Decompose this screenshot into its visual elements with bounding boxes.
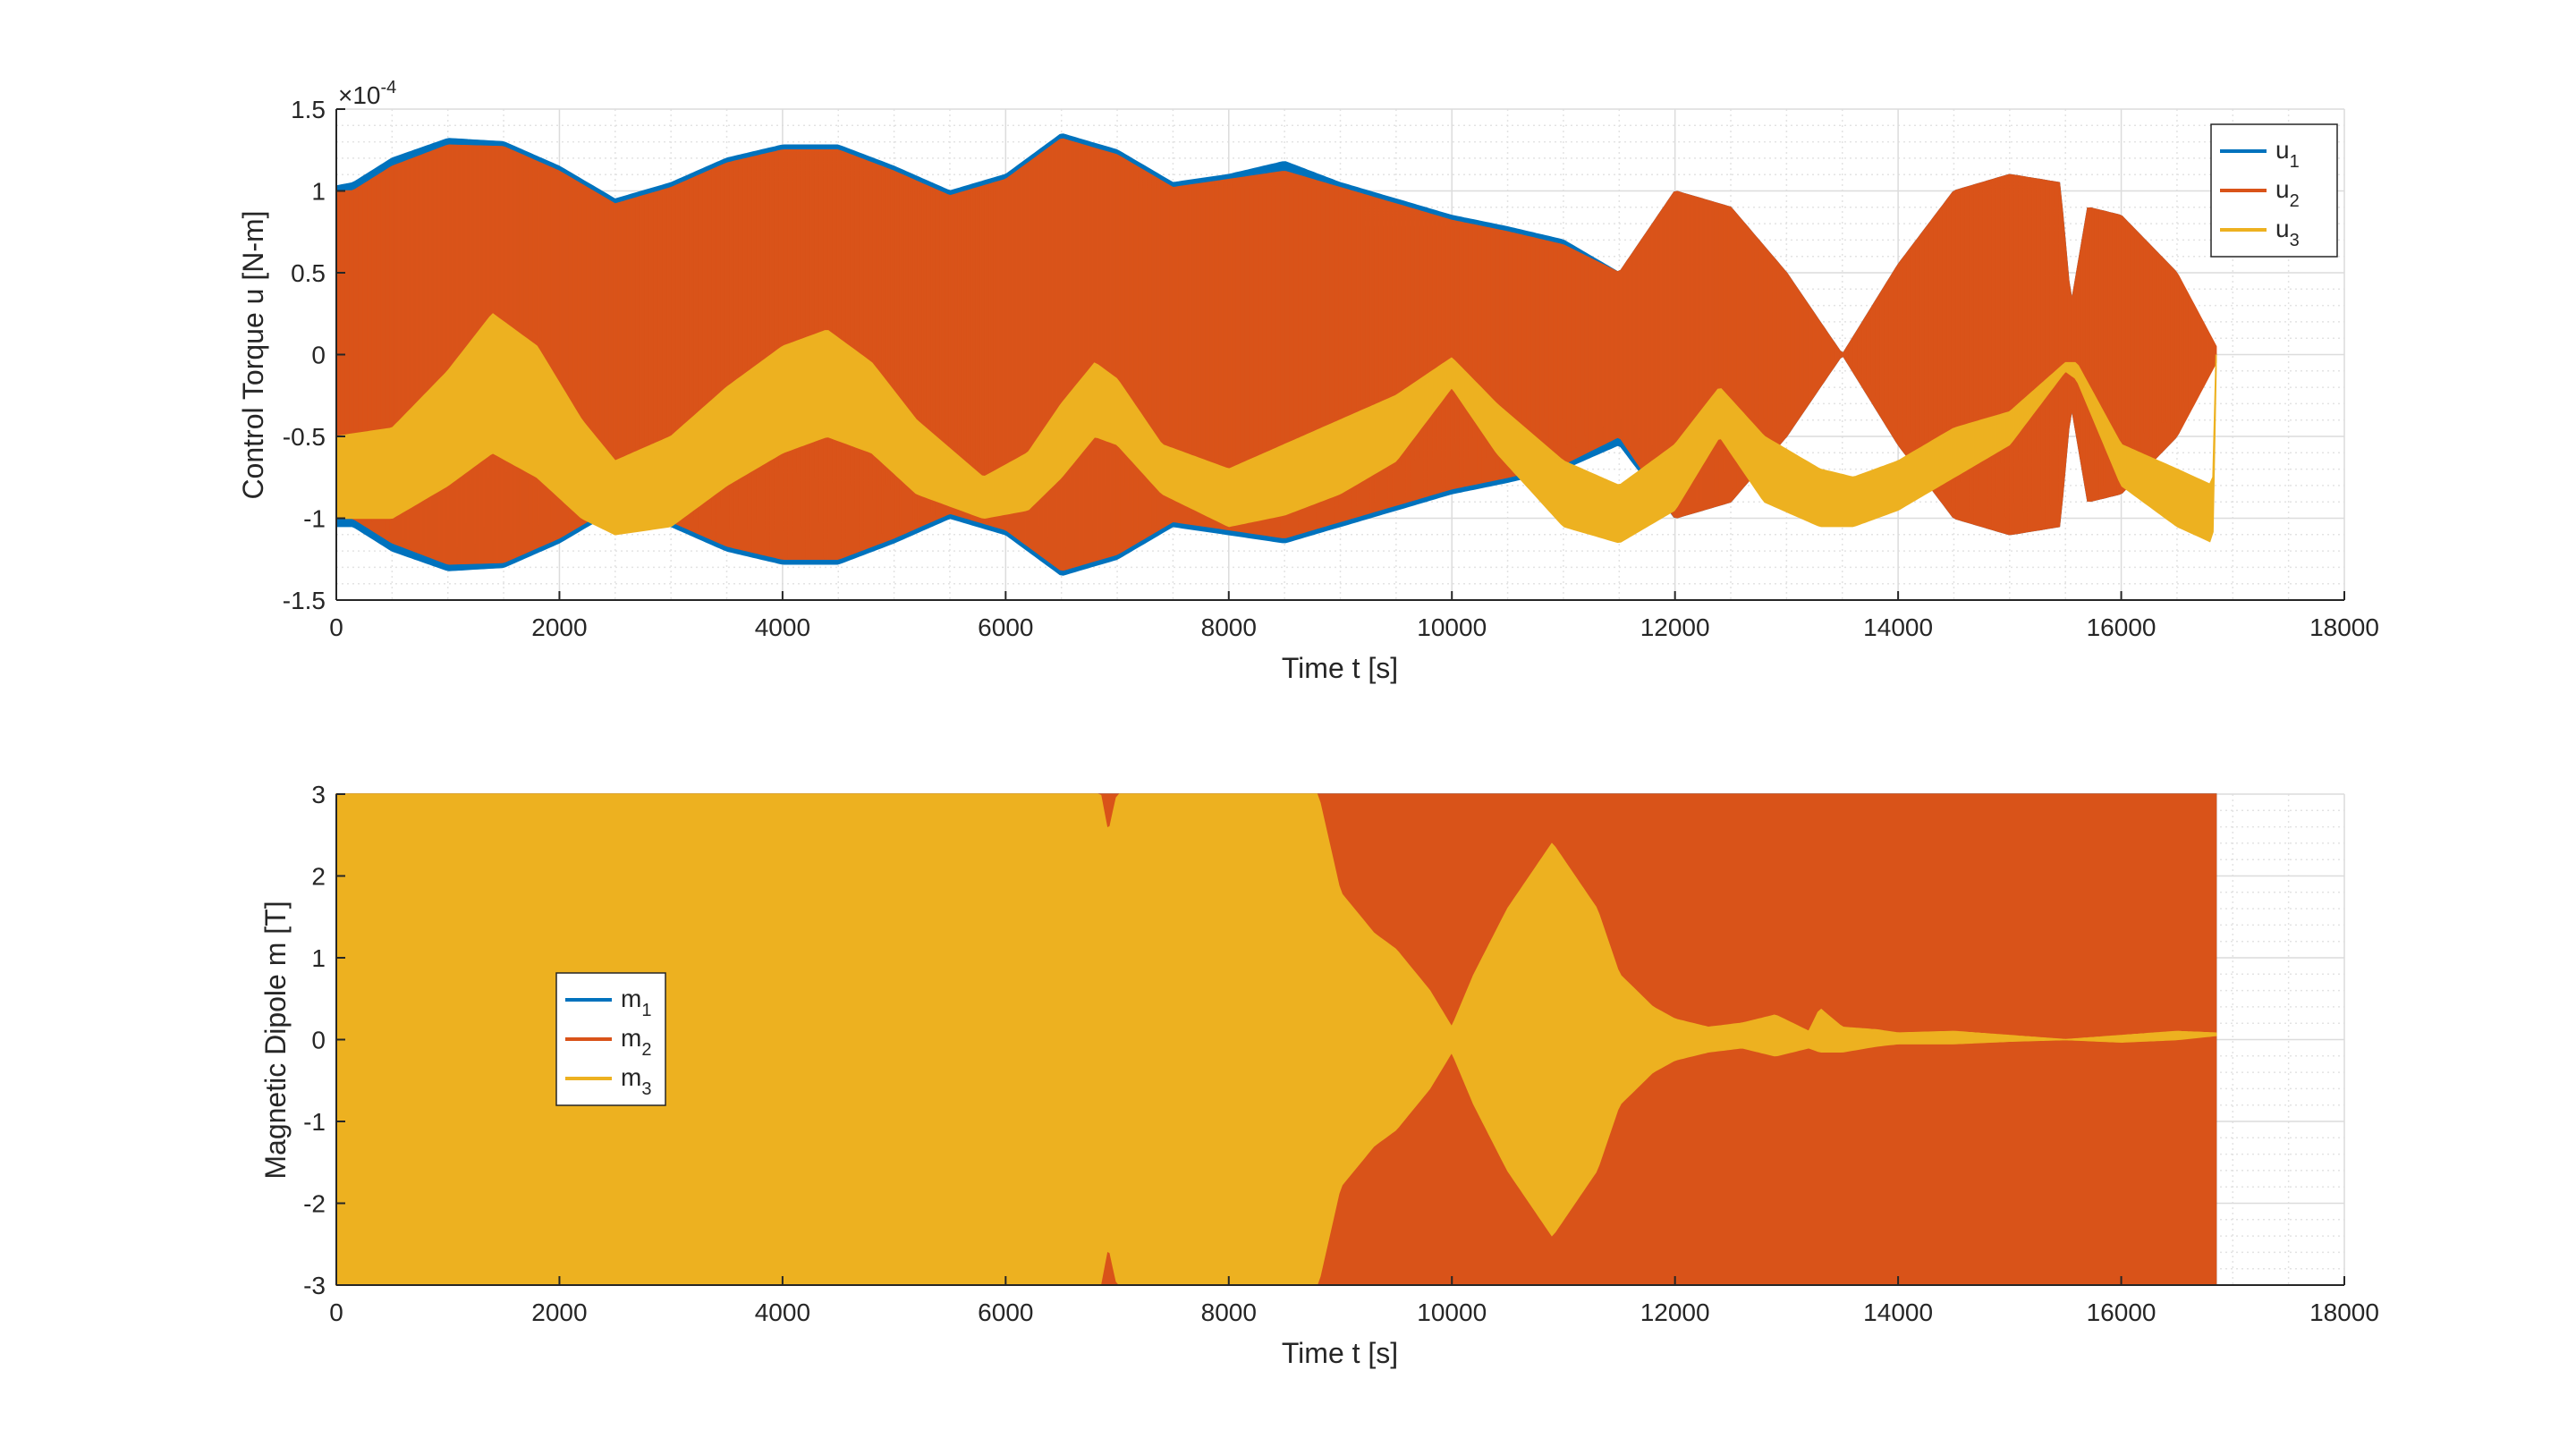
legend-label: m2	[621, 1024, 651, 1060]
y-tick-label: -1	[303, 1108, 326, 1136]
legend-item-u3: u3	[2220, 215, 2300, 250]
legend-label-name: m	[621, 1024, 641, 1052]
control-torque-xlabel: Time t [s]	[1282, 652, 1398, 684]
y-tick-label: 0	[311, 1027, 326, 1054]
y-tick-label: -0.5	[283, 423, 326, 451]
y-tick-label: 1	[311, 944, 326, 972]
y-tick-label: 0	[311, 342, 326, 369]
legend-label-name: m	[621, 1063, 641, 1091]
legend-label-name: u	[2275, 136, 2290, 164]
legend-label: m1	[621, 985, 651, 1020]
y-tick-label: -2	[303, 1190, 326, 1218]
x-tick-label: 16000	[2087, 613, 2157, 641]
legend-label-subscript: 3	[2290, 231, 2300, 250]
x-tick-label: 10000	[1417, 1298, 1487, 1326]
legend-label: m3	[621, 1063, 651, 1099]
series-band-u3	[335, 313, 2217, 544]
control-torque-axes: 0 2000 4000 6000 8000 10000 12000 14000 16000 180…	[237, 78, 2379, 684]
x-tick-label: 8000	[1201, 613, 1257, 641]
magnetic-dipole-frame	[335, 793, 2345, 1286]
magnetic-dipole-xlabel: Time t [s]	[1282, 1337, 1398, 1369]
y-tick-label: 2	[311, 863, 326, 891]
legend-label-subscript: 1	[2290, 152, 2300, 172]
legend-label: u3	[2275, 215, 2300, 250]
series-u3	[335, 313, 2217, 544]
x-tick-label: 12000	[1640, 613, 1710, 641]
y-tick-label: 0.5	[291, 259, 326, 287]
y-tick-label: -1	[303, 505, 326, 533]
legend-box	[2210, 123, 2338, 258]
legend-item-m2: m2	[565, 1024, 651, 1060]
y-tick-label: 3	[311, 781, 326, 808]
x-tick-label: 18000	[2309, 1298, 2379, 1326]
y-tick-label: 1.5	[291, 96, 326, 123]
x-tick-label: 0	[329, 1298, 343, 1326]
control-torque-tick-labels: 0 2000 4000 6000 8000 10000 12000 14000 16000 180…	[283, 96, 2379, 641]
legend-label: u2	[2275, 175, 2300, 211]
y-tick-label: 1	[311, 178, 326, 206]
exponent-base: ×10	[338, 81, 381, 109]
legend-label-subscript: 1	[641, 1001, 651, 1020]
control-torque-ylabel: Control Torque u [N-m]	[237, 210, 269, 499]
x-tick-label: 16000	[2087, 1298, 2157, 1326]
legend-item-m1: m1	[565, 985, 651, 1020]
legend-label-subscript: 2	[2290, 191, 2300, 211]
control-torque-frame	[335, 108, 2345, 601]
x-tick-label: 6000	[978, 613, 1033, 641]
magnetic-dipole-ylabel: Magnetic Dipole m [T]	[259, 901, 292, 1179]
x-tick-label: 4000	[755, 613, 810, 641]
legend-item-m3: m3	[565, 1063, 651, 1099]
legend-label: u1	[2275, 136, 2300, 172]
control-torque-exponent: ×10-4	[338, 78, 396, 109]
x-tick-label: 6000	[978, 1298, 1033, 1326]
magnetic-dipole-axes: 0 2000 4000 6000 8000 10000 12000 14000 16000 180…	[259, 781, 2379, 1369]
legend-label-name: m	[621, 985, 641, 1012]
legend-item-u1: u1	[2220, 136, 2300, 172]
legend-label-subscript: 3	[641, 1079, 651, 1099]
y-tick-label: -3	[303, 1272, 326, 1299]
legend-label-name: u	[2275, 175, 2290, 203]
x-tick-label: 4000	[755, 1298, 810, 1326]
x-tick-label: 14000	[1863, 1298, 1933, 1326]
magnetic-dipole-series	[335, 793, 2217, 1286]
x-tick-label: 12000	[1640, 1298, 1710, 1326]
x-tick-label: 14000	[1863, 613, 1933, 641]
legend-item-u2: u2	[2220, 175, 2300, 211]
x-tick-label: 0	[329, 613, 343, 641]
x-tick-label: 2000	[531, 613, 587, 641]
legend-label-subscript: 2	[641, 1040, 651, 1060]
x-tick-label: 18000	[2309, 613, 2379, 641]
x-tick-label: 2000	[531, 1298, 587, 1326]
x-tick-label: 8000	[1201, 1298, 1257, 1326]
legend-label-name: u	[2275, 215, 2290, 242]
magnetic-dipole-tick-labels: 0 2000 4000 6000 8000 10000 12000 14000 16000 180…	[303, 781, 2379, 1326]
control-torque-series	[335, 133, 2217, 576]
y-tick-label: -1.5	[283, 587, 326, 614]
x-tick-label: 10000	[1417, 613, 1487, 641]
exponent-power: -4	[381, 78, 397, 97]
